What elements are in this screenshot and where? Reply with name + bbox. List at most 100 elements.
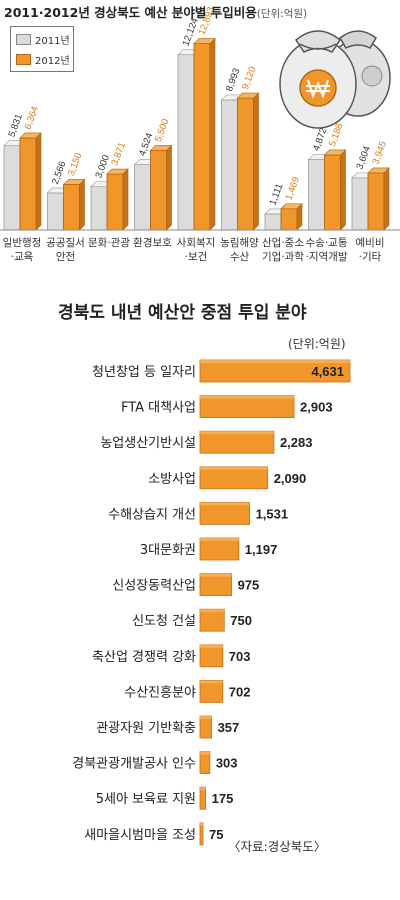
hbar-row: FTA 대책사업 2,903 bbox=[121, 395, 333, 419]
legend-swatch-2012 bbox=[16, 54, 31, 65]
category-label: 예비비 bbox=[356, 236, 385, 249]
hbar-value-label: 2,090 bbox=[274, 471, 307, 486]
hbar-row: 농업생산기반시설 2,283 bbox=[100, 430, 313, 454]
chart1-legend: 2011년 2012년 bbox=[10, 26, 74, 72]
hbar bbox=[199, 466, 269, 490]
legend-swatch-2011 bbox=[16, 34, 31, 45]
value-label-2011: 4,872 bbox=[311, 126, 329, 152]
hbar-row: 3대문화권 1,197 bbox=[140, 537, 278, 561]
hbar bbox=[199, 359, 351, 383]
value-label-2012: 3,871 bbox=[109, 141, 127, 167]
hbar bbox=[199, 786, 207, 810]
hbar-row: 수해상습지 개선 1,531 bbox=[108, 501, 289, 525]
hbar-value-label: 975 bbox=[238, 578, 260, 593]
hbar-category-label: 5세아 보육료 지원 bbox=[96, 792, 196, 807]
category-label: ·교육 bbox=[11, 251, 34, 263]
category-label: ·지역개발 bbox=[306, 251, 348, 263]
bar-2012 bbox=[193, 37, 216, 231]
hbar-category-label: 3대문화권 bbox=[140, 543, 196, 558]
category-label: 사회복지 bbox=[177, 237, 216, 249]
hbar-value-label: 75 bbox=[209, 827, 223, 842]
bar-2012 bbox=[323, 149, 347, 231]
legend-item-2011: 2011년 bbox=[16, 32, 70, 47]
hbar-category-label: 관광자원 기반확충 bbox=[96, 721, 196, 736]
hbar-value-label: 2,283 bbox=[280, 435, 313, 450]
value-label-2011: 1,111 bbox=[267, 182, 285, 207]
hbar-value-label: 1,531 bbox=[256, 506, 289, 521]
hbar-category-label: 새마을시범마을 조성 bbox=[84, 828, 196, 843]
money-bag-icon bbox=[279, 30, 391, 129]
hbar-row: 신성장동력산업 975 bbox=[112, 573, 260, 596]
hbar bbox=[199, 395, 295, 419]
hbar bbox=[199, 715, 212, 739]
value-label-2011: 8,993 bbox=[224, 67, 242, 93]
hbar bbox=[199, 537, 240, 561]
hbar-row: 청년창업 등 일자리 4,631 bbox=[92, 359, 351, 383]
hbar-category-label: 신도청 건설 bbox=[132, 614, 196, 629]
chart2-unit: (단위:억원) bbox=[288, 337, 346, 351]
hbar-value-label: 1,197 bbox=[245, 542, 278, 557]
hbar-category-label: 신성장동력산업 bbox=[112, 579, 196, 594]
hbar-row: 새마을시범마을 조성 75 bbox=[84, 822, 223, 846]
value-label-2012: 3,150 bbox=[66, 151, 84, 177]
hbar bbox=[199, 751, 211, 774]
hbar-row: 관광자원 기반확충 357 bbox=[96, 715, 240, 739]
bar-2012 bbox=[236, 92, 260, 231]
hbar-value-label: 175 bbox=[212, 791, 234, 806]
category-label: 수산 bbox=[230, 251, 250, 263]
hbar-row: 축산업 경쟁력 강화 703 bbox=[92, 644, 251, 668]
value-label-2012: 9,120 bbox=[240, 65, 258, 91]
hbar-category-label: FTA 대책사업 bbox=[121, 401, 196, 416]
hbar-row: 수산진흥분야 702 bbox=[124, 680, 250, 703]
bar-2012 bbox=[367, 167, 390, 231]
category-label: ·기타 bbox=[359, 251, 382, 263]
hbar-row: 소방사업 2,090 bbox=[148, 466, 307, 490]
hbar-value-label: 703 bbox=[229, 649, 251, 664]
chart2-title: 경북도 내년 예산안 중점 투입 분야 bbox=[58, 303, 307, 323]
category-label: 산업·중소 bbox=[262, 236, 304, 249]
hbar bbox=[199, 644, 224, 668]
hbar-category-label: 경북관광개발공사 인수 bbox=[72, 757, 196, 772]
value-label-2012: 6,364 bbox=[22, 105, 40, 131]
value-label-2012: 1,469 bbox=[283, 176, 301, 202]
legend-label-2011: 2011년 bbox=[35, 36, 70, 47]
hbar-value-label: 4,631 bbox=[311, 364, 344, 379]
hbar-value-label: 357 bbox=[218, 720, 240, 735]
hbar bbox=[199, 501, 250, 525]
hbar-category-label: 수산진흥분야 bbox=[124, 685, 196, 700]
hbar bbox=[199, 680, 224, 703]
value-label-2011: 3,604 bbox=[354, 145, 372, 171]
category-label: 공공질서 bbox=[46, 237, 85, 249]
category-label: ·보건 bbox=[185, 251, 208, 263]
hbar bbox=[199, 822, 204, 846]
bar-2012 bbox=[149, 144, 173, 231]
chart1-grouped-bar: 5,8316,364일반행정·교육2,5663,150공공질서안전3,0003,… bbox=[0, 6, 400, 263]
hbar-category-label: 청년창업 등 일자리 bbox=[92, 365, 196, 380]
hbar-value-label: 2,903 bbox=[300, 400, 333, 415]
chart2-source: 〈자료:경상북도〉 bbox=[228, 839, 327, 854]
hbar bbox=[199, 608, 225, 632]
bar-2012 bbox=[62, 178, 86, 231]
hbar bbox=[199, 430, 275, 454]
hbar-value-label: 750 bbox=[230, 613, 252, 628]
category-label: 일반행정 bbox=[3, 236, 42, 249]
chart1-unit: (단위:억원) bbox=[256, 8, 308, 20]
bar-2012 bbox=[19, 132, 42, 231]
category-label: 농림해양 bbox=[220, 236, 259, 249]
bar-2012 bbox=[106, 168, 129, 231]
category-label: 문화·관광 bbox=[88, 237, 130, 249]
hbar-row: 5세아 보육료 지원 175 bbox=[96, 786, 234, 810]
category-label: 안전 bbox=[56, 251, 75, 263]
category-label: 수송·교통 bbox=[306, 237, 348, 249]
hbar-row: 신도청 건설 750 bbox=[132, 608, 252, 632]
